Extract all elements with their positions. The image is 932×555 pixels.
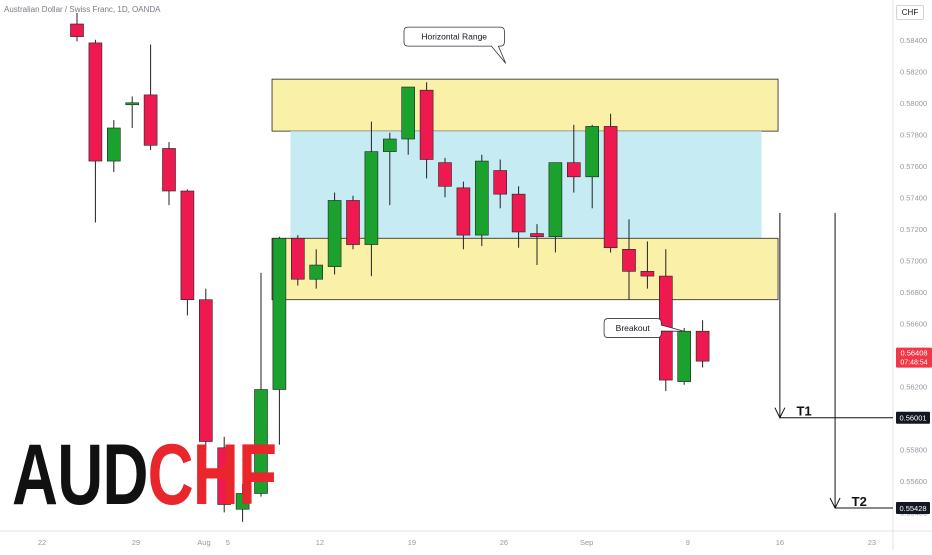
callout-breakout: Breakout (603, 318, 685, 338)
zone-range-body (290, 131, 762, 239)
target-price-tag (896, 411, 930, 424)
callout-bubble (603, 318, 685, 338)
candle-bull (548, 162, 563, 237)
candle-bear (530, 233, 544, 237)
ticker-base: AUD (12, 427, 148, 523)
candle-bear (180, 190, 195, 301)
target-label: T2 (852, 494, 867, 509)
x-tick-label: 12 (316, 538, 324, 547)
x-tick-label: 5 (226, 538, 230, 547)
candle-bear (162, 148, 176, 192)
currency-badge[interactable]: CHF (896, 5, 924, 20)
callout-text: Breakout (616, 323, 651, 333)
zone-upper-range (271, 78, 779, 132)
candle-bear (346, 200, 360, 245)
candle-bear (70, 23, 84, 37)
y-tick-label: 0.56200 (900, 382, 927, 391)
y-tick-label: 0.57000 (900, 256, 927, 265)
callout-text: Horizontal Range (421, 32, 487, 42)
target-label: T1 (796, 404, 811, 419)
candle-bull (327, 200, 342, 267)
candle-bear (566, 162, 581, 178)
candle-bear (622, 248, 636, 272)
ticker-title: AUDCHF (12, 432, 277, 518)
last-price-text: 0.56408 (900, 349, 927, 358)
x-tick-label: 23 (868, 538, 876, 547)
y-tick-label: 0.57200 (900, 225, 927, 234)
candle-bear (511, 193, 526, 233)
x-tick-label: Aug (197, 538, 210, 547)
candle-bull (401, 86, 416, 140)
y-tick-label: 0.58200 (900, 67, 927, 76)
candle-bear (217, 447, 231, 505)
candle-bull (585, 126, 600, 178)
candle-bull (364, 151, 379, 245)
candle-bull (677, 330, 692, 382)
candle-bull (125, 102, 139, 106)
countdown-text: 07:48:54 (900, 360, 927, 367)
y-tick-label: 0.58400 (900, 36, 927, 45)
y-tick-label: 0.56600 (900, 319, 927, 328)
candle-bull (272, 237, 287, 390)
candle-bear (640, 271, 655, 277)
callout-bubble (403, 26, 507, 64)
zone-lower-range (271, 237, 779, 301)
candle-bear (290, 237, 305, 280)
candle-bull (254, 389, 268, 494)
y-tick-label: 0.56800 (900, 288, 927, 297)
ticker-quote: CHF (147, 427, 277, 523)
candle-bear (603, 126, 618, 249)
target-price-text: 0.56001 (899, 414, 926, 423)
candle-bear (419, 89, 434, 160)
candle-bear (456, 187, 471, 236)
candle-bull (235, 493, 250, 510)
candle-bear (199, 299, 213, 442)
x-tick-label: 29 (132, 538, 140, 547)
x-tick-label: 22 (38, 538, 46, 547)
y-tick-label: 0.58000 (900, 99, 927, 108)
candle-bull (382, 138, 397, 152)
candle-bear (88, 42, 103, 162)
y-tick-label: 0.55600 (900, 477, 927, 486)
x-tick-label: 16 (776, 538, 784, 547)
y-tick-label: 0.57800 (900, 130, 927, 139)
callout-horizontal-range: Horizontal Range (403, 26, 507, 64)
x-tick-label: 9 (686, 538, 690, 547)
x-tick-label: 26 (500, 538, 508, 547)
candle-bear (695, 330, 710, 362)
target-price-text: 0.55428 (899, 504, 926, 513)
symbol-header: Australian Dollar / Swiss Franc, 1D, OAN… (4, 5, 161, 14)
candle-bear (493, 170, 508, 195)
y-tick-label: 0.57400 (900, 193, 927, 202)
x-tick-label: 19 (408, 538, 416, 547)
y-tick-label: 0.57600 (900, 162, 927, 171)
candle-bear (438, 162, 452, 187)
candle-bull (107, 127, 121, 162)
x-tick-label: Sep (580, 538, 593, 547)
candle-bear (143, 94, 158, 146)
last-price-tag (896, 347, 932, 368)
y-tick-label: 0.55800 (900, 445, 927, 454)
candle-bull (309, 264, 324, 280)
candle-bull (474, 160, 489, 236)
target-price-tag (896, 501, 930, 514)
